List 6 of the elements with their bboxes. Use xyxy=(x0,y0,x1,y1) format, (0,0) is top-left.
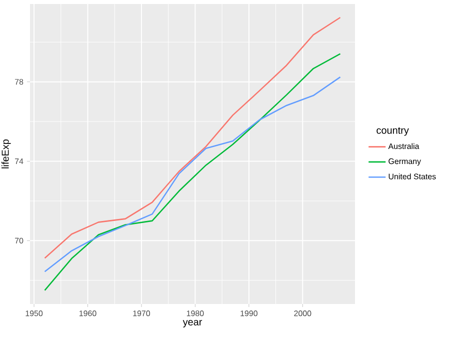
line-series xyxy=(44,53,341,291)
line-series xyxy=(44,76,341,272)
y-axis-title: lifeExp xyxy=(1,139,11,168)
legend-title: country xyxy=(376,127,409,136)
x-axis-title: year xyxy=(182,320,202,328)
line-series xyxy=(44,16,341,259)
